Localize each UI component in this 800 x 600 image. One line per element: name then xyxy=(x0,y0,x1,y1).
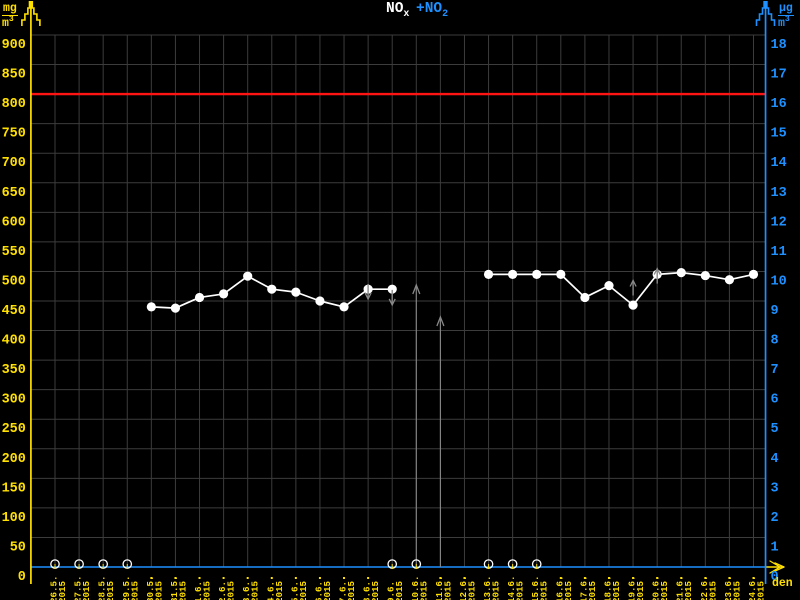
svg-text:2015: 2015 xyxy=(683,580,694,600)
svg-text:7: 7 xyxy=(771,363,779,378)
svg-text:900: 900 xyxy=(2,38,26,53)
svg-text:850: 850 xyxy=(2,68,26,83)
svg-text:2015: 2015 xyxy=(659,580,670,600)
svg-text:2015: 2015 xyxy=(57,580,68,600)
svg-text:350: 350 xyxy=(2,363,26,378)
svg-text:2015: 2015 xyxy=(467,580,478,600)
svg-text:2015: 2015 xyxy=(442,580,453,600)
svg-text:2015: 2015 xyxy=(587,580,598,600)
svg-text:2015: 2015 xyxy=(81,580,92,600)
svg-text:11: 11 xyxy=(771,245,787,260)
svg-text:2015: 2015 xyxy=(539,580,550,600)
svg-text:500: 500 xyxy=(2,274,26,289)
svg-text:0: 0 xyxy=(18,570,26,585)
svg-text:2015: 2015 xyxy=(322,580,333,600)
svg-text:750: 750 xyxy=(2,127,26,142)
svg-text:6: 6 xyxy=(771,393,779,408)
svg-text:200: 200 xyxy=(2,452,26,467)
svg-text:2015: 2015 xyxy=(346,580,357,600)
svg-text:14: 14 xyxy=(771,156,787,171)
svg-text:1: 1 xyxy=(771,540,779,555)
svg-text:2015: 2015 xyxy=(707,580,718,600)
svg-text:2015: 2015 xyxy=(177,580,188,600)
svg-text:700: 700 xyxy=(2,156,26,171)
svg-text:4: 4 xyxy=(771,452,779,467)
svg-text:3: 3 xyxy=(771,481,779,496)
svg-text:2015: 2015 xyxy=(756,580,767,600)
svg-text:15: 15 xyxy=(771,127,787,142)
svg-text:800: 800 xyxy=(2,97,26,112)
svg-text:2015: 2015 xyxy=(491,580,502,600)
svg-text:400: 400 xyxy=(2,334,26,349)
svg-text:10: 10 xyxy=(771,274,787,289)
svg-text:450: 450 xyxy=(2,304,26,319)
svg-text:650: 650 xyxy=(2,186,26,201)
svg-text:550: 550 xyxy=(2,245,26,260)
svg-text:2015: 2015 xyxy=(611,580,622,600)
svg-text:2015: 2015 xyxy=(274,580,285,600)
svg-text:50: 50 xyxy=(10,540,26,555)
svg-text:2015: 2015 xyxy=(731,580,742,600)
svg-text:17: 17 xyxy=(771,68,787,83)
svg-text:300: 300 xyxy=(2,393,26,408)
svg-text:2015: 2015 xyxy=(394,580,405,600)
svg-text:5: 5 xyxy=(771,422,779,437)
svg-text:2015: 2015 xyxy=(202,580,213,600)
svg-text:18: 18 xyxy=(771,38,787,53)
svg-text:100: 100 xyxy=(2,511,26,526)
svg-text:2015: 2015 xyxy=(370,580,381,600)
svg-text:8: 8 xyxy=(771,334,779,349)
svg-text:600: 600 xyxy=(2,215,26,230)
svg-text:16: 16 xyxy=(771,97,787,112)
svg-text:9: 9 xyxy=(771,304,779,319)
svg-text:2: 2 xyxy=(771,511,779,526)
svg-text:2015: 2015 xyxy=(129,580,140,600)
svg-text:2015: 2015 xyxy=(515,580,526,600)
svg-text:2015: 2015 xyxy=(563,580,574,600)
svg-text:150: 150 xyxy=(2,481,26,496)
svg-text:2015: 2015 xyxy=(153,580,164,600)
svg-text:2015: 2015 xyxy=(635,580,646,600)
svg-text:2015: 2015 xyxy=(105,580,116,600)
svg-text:250: 250 xyxy=(2,422,26,437)
svg-text:12: 12 xyxy=(771,215,787,230)
svg-text:2015: 2015 xyxy=(298,580,309,600)
svg-text:13: 13 xyxy=(771,186,787,201)
svg-text:2015: 2015 xyxy=(418,580,429,600)
svg-text:2015: 2015 xyxy=(226,580,237,600)
svg-text:2015: 2015 xyxy=(250,580,261,600)
